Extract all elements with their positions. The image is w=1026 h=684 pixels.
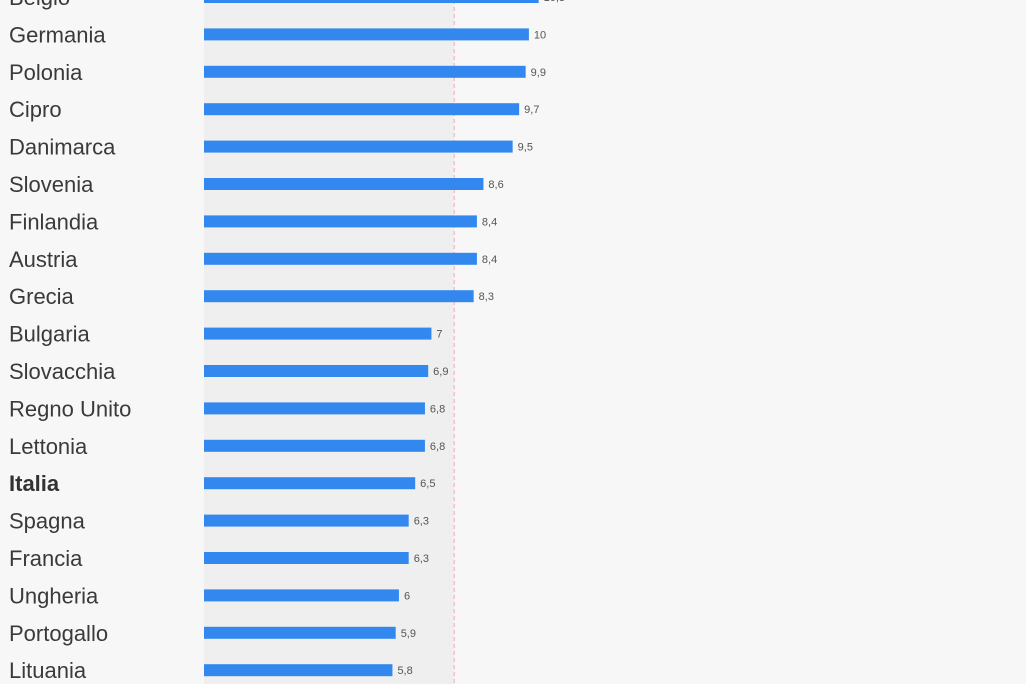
value-label: 6,8 bbox=[430, 441, 445, 453]
value-label: 9,5 bbox=[518, 142, 533, 154]
value-label: 6,3 bbox=[414, 516, 429, 528]
category-label: Regno Unito bbox=[9, 396, 131, 421]
category-label: Austria bbox=[9, 247, 78, 272]
category-label: Grecia bbox=[9, 284, 75, 309]
value-label: 5,8 bbox=[397, 665, 412, 677]
category-label: Ungheria bbox=[9, 583, 99, 608]
value-label: 8,3 bbox=[479, 291, 494, 303]
category-label: Francia bbox=[9, 546, 83, 571]
category-label: Danimarca bbox=[9, 135, 116, 160]
bar-francia bbox=[204, 552, 409, 564]
value-label: 8,6 bbox=[488, 179, 503, 191]
category-label: Polonia bbox=[9, 60, 83, 85]
bar-spagna bbox=[204, 514, 409, 527]
value-label: 8,4 bbox=[482, 254, 497, 266]
category-label: Lituania bbox=[9, 658, 87, 683]
category-label: Italia bbox=[9, 471, 60, 496]
bars-group bbox=[204, 0, 539, 677]
value-label: 9,7 bbox=[524, 104, 539, 116]
value-label: 9,9 bbox=[531, 67, 546, 79]
plot-band bbox=[204, 0, 455, 684]
bar-portogallo bbox=[204, 626, 396, 639]
value-label: 7 bbox=[436, 329, 442, 341]
bar-belgio bbox=[204, 0, 539, 3]
bar-grecia bbox=[204, 290, 474, 303]
value-label: 6,3 bbox=[414, 553, 429, 565]
category-label: Lettonia bbox=[9, 434, 88, 459]
value-label: 8,4 bbox=[482, 216, 497, 228]
bar-germania bbox=[204, 28, 529, 41]
bar-regno-unito bbox=[204, 402, 425, 415]
category-labels-group: Belgio Germania Polonia Cipro Danimarca Slove… bbox=[9, 0, 131, 683]
bar-slovenia bbox=[204, 178, 484, 190]
category-label: Spagna bbox=[9, 509, 86, 534]
category-label: Slovacchia bbox=[9, 359, 116, 384]
bar-finlandia bbox=[204, 215, 477, 228]
value-label: 6,5 bbox=[420, 478, 435, 490]
category-label: Germania bbox=[9, 22, 106, 47]
value-label: 10 bbox=[534, 29, 546, 41]
value-label: 6,8 bbox=[430, 403, 445, 415]
category-label: Finlandia bbox=[9, 209, 99, 234]
category-label: Portogallo bbox=[9, 621, 108, 646]
category-label: Slovenia bbox=[9, 172, 94, 197]
category-label: Belgio bbox=[9, 0, 70, 10]
bar-ungheria bbox=[204, 589, 399, 602]
bar-danimarca bbox=[204, 140, 513, 153]
bar-austria bbox=[204, 252, 477, 265]
bar-lettonia bbox=[204, 439, 425, 452]
value-label: 5,9 bbox=[401, 628, 416, 640]
bar-italia bbox=[204, 477, 416, 490]
value-labels-group: 10,3 10 9,9 9,7 9,5 8,6 8,4 8,4 8,3 7 6,9 6,8 6,8 6,5… bbox=[397, 0, 565, 677]
bar-lituania bbox=[204, 664, 393, 677]
bar-slovacchia bbox=[204, 365, 429, 377]
bar-cipro bbox=[204, 103, 520, 116]
bar-polonia bbox=[204, 65, 526, 78]
bar-bulgaria bbox=[204, 327, 432, 340]
value-label: 10,3 bbox=[544, 0, 565, 4]
category-label: Cipro bbox=[9, 97, 62, 122]
value-label: 6,9 bbox=[433, 366, 448, 378]
category-label: Bulgaria bbox=[9, 322, 90, 347]
value-label: 6 bbox=[404, 590, 410, 602]
